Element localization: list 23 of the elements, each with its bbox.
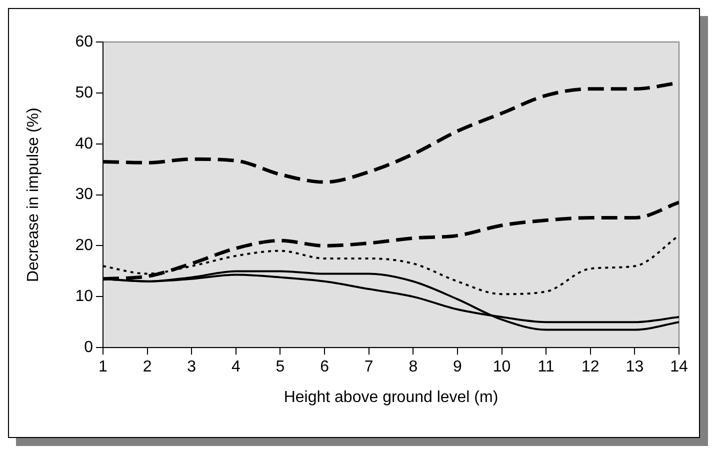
y-tick-label: 40	[75, 135, 94, 152]
x-tick-label: 10	[492, 358, 511, 376]
y-tick-label: 10	[75, 288, 94, 306]
x-tick-label: 7	[364, 358, 374, 376]
x-axis-title: Height above ground level (m)	[284, 388, 498, 406]
x-tick-label: 2	[142, 358, 152, 376]
x-tick-label: 6	[320, 358, 330, 376]
y-tick-label: 50	[75, 84, 94, 102]
y-axis-title: Decrease in impulse (%)	[25, 108, 42, 282]
x-tick-label: 8	[408, 358, 418, 376]
x-tick-label: 11	[538, 358, 554, 376]
y-tick-label: 30	[75, 186, 94, 204]
x-tick-label: 14	[670, 358, 688, 376]
x-tick-label: 13	[626, 358, 644, 376]
x-tick-label: 9	[453, 358, 462, 376]
y-tick-label: 20	[75, 237, 94, 254]
x-tick-label: 3	[187, 358, 196, 376]
y-tick-label: 60	[75, 33, 94, 50]
y-tick-label: 0	[84, 339, 94, 356]
x-tick-label: 1	[98, 358, 108, 376]
x-tick-label: 4	[231, 358, 240, 376]
x-tick-label: 12	[581, 358, 600, 376]
x-tick-label: 5	[276, 358, 285, 376]
